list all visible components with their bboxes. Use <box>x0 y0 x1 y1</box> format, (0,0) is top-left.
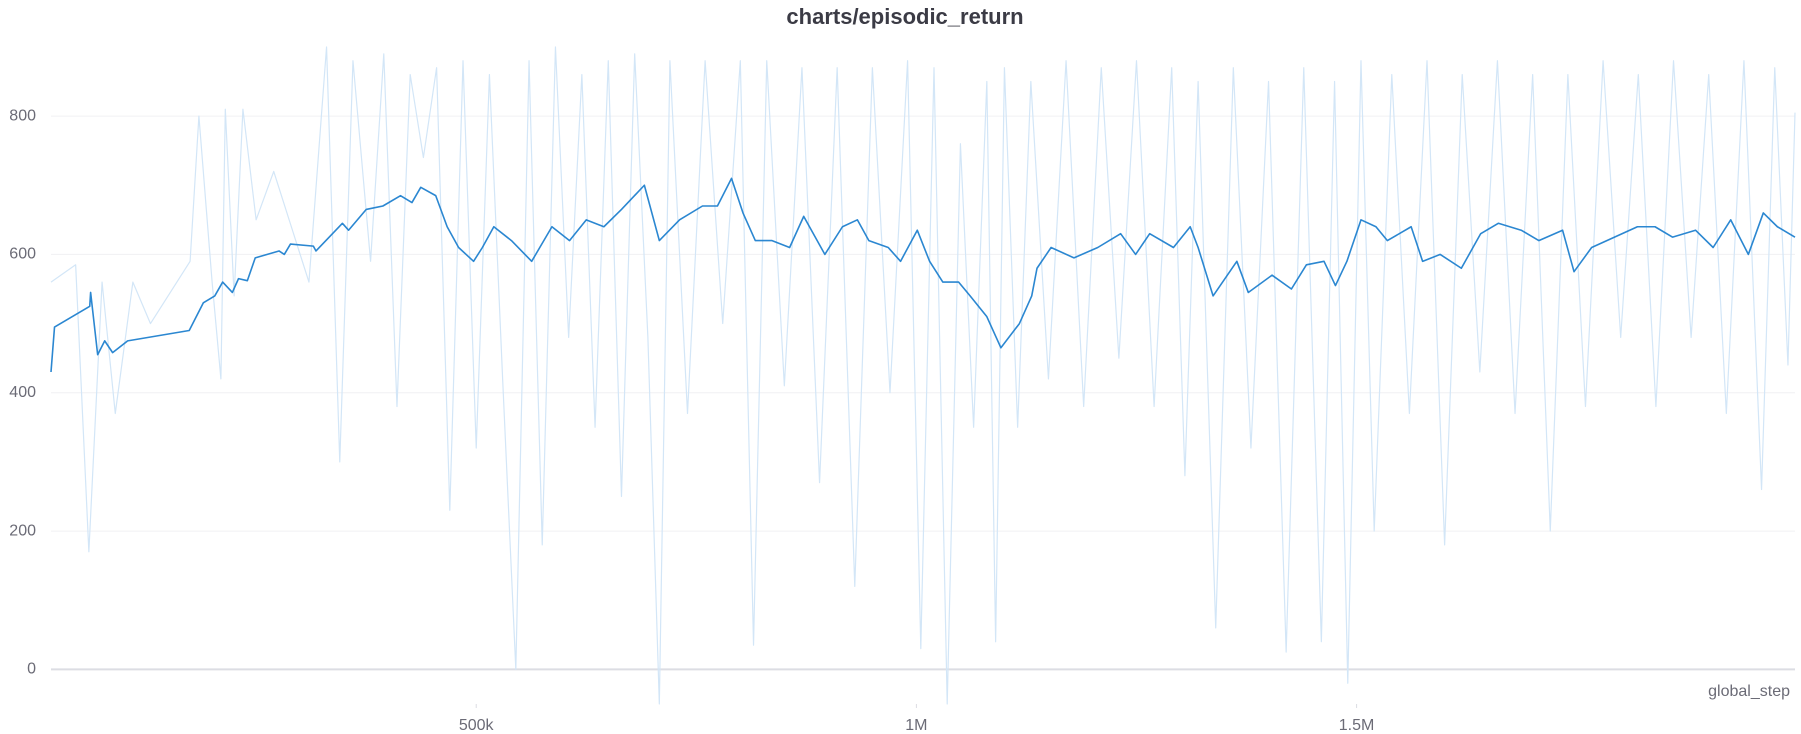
x-axis-label: global_step <box>1708 683 1790 700</box>
x-tick-label: 1M <box>905 717 927 734</box>
grid <box>51 115 1795 671</box>
smoothed-line <box>50 177 1796 373</box>
x-tick-label: 1.5M <box>1339 717 1375 734</box>
y-tick-label: 600 <box>9 246 36 263</box>
y-tick-label: 400 <box>9 384 36 401</box>
x-tick-label: 500k <box>459 717 495 734</box>
raw-line <box>50 46 1796 705</box>
y-tick-label: 800 <box>9 107 36 124</box>
y-tick-label: 200 <box>9 522 36 539</box>
chart-title: charts/episodic_return <box>786 4 1023 29</box>
y-tick-label: 0 <box>27 661 36 678</box>
